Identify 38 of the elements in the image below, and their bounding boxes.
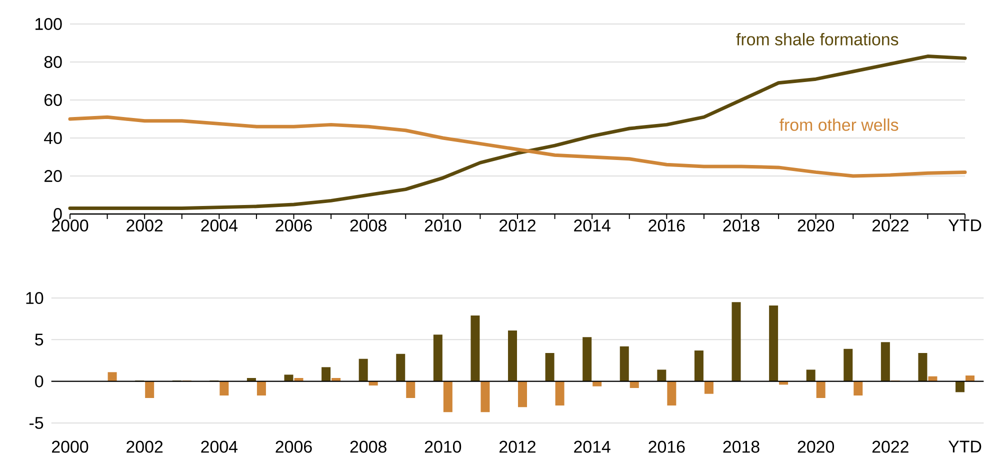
x-tick-label: 2004: [201, 440, 238, 453]
x-tick-label: 2008: [350, 440, 386, 453]
x-tick-label: YTD: [948, 220, 982, 232]
y-tick-label: 40: [44, 132, 62, 144]
x-tick-label: 2018: [723, 220, 760, 232]
x-tick-label: 2010: [424, 440, 462, 453]
x-tick-label: 2002: [126, 220, 163, 232]
y-tick-label: 60: [44, 94, 62, 106]
y-tick-label: 80: [44, 56, 62, 68]
y-tick-label: -5: [30, 417, 44, 429]
x-tick-label: 2014: [574, 220, 610, 232]
x-tick-label: 2000: [52, 220, 88, 232]
y-tick-label: 0: [35, 375, 44, 388]
x-tick-label: 2012: [500, 220, 536, 232]
y-tick-label: 0: [54, 208, 62, 220]
x-tick-label: 2022: [872, 220, 908, 232]
series-label: from shale formations: [736, 32, 898, 46]
x-tick-label: 2010: [424, 220, 462, 232]
x-tick-label: 2006: [276, 440, 312, 453]
y-tick-label: 5: [35, 334, 44, 346]
x-tick-label: 2022: [872, 440, 908, 453]
x-tick-label: 2016: [648, 440, 685, 453]
y-tick-label: 100: [36, 18, 62, 30]
x-tick-label: 2004: [201, 220, 238, 232]
x-tick-label: 2014: [574, 440, 610, 453]
x-tick-label: 2020: [798, 220, 834, 232]
x-tick-label: 2012: [500, 440, 536, 453]
x-tick-label: YTD: [948, 440, 982, 452]
x-tick-label: 2020: [798, 440, 834, 453]
x-tick-label: 2006: [276, 220, 312, 232]
x-tick-label: 2002: [126, 440, 163, 453]
x-tick-label: 2000: [52, 440, 88, 453]
y-tick-label: 10: [26, 292, 44, 304]
x-tick-label: 2018: [723, 440, 760, 453]
text: from other wells: [780, 118, 898, 131]
x-tick-label: 2008: [350, 220, 386, 232]
x-tick-label: 2016: [648, 220, 685, 232]
y-tick-label: 20: [44, 170, 62, 182]
